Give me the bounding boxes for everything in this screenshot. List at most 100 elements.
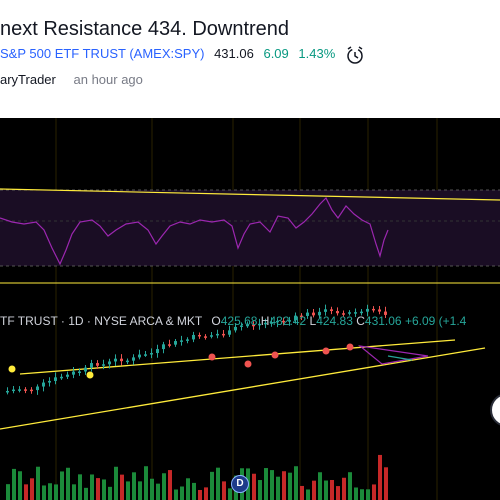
idea-title: next Resistance 434. Downtrend bbox=[0, 18, 290, 40]
candle-body bbox=[318, 311, 321, 316]
candle-body bbox=[282, 320, 285, 323]
volume-bar bbox=[324, 480, 328, 500]
candle-body bbox=[384, 311, 387, 315]
candle-body bbox=[342, 313, 345, 315]
volume-bar bbox=[204, 487, 208, 500]
candle-body bbox=[60, 376, 63, 379]
candle-body bbox=[270, 322, 273, 324]
event-marker bbox=[208, 353, 216, 361]
author-name[interactable]: aryTrader bbox=[0, 72, 56, 87]
legend-low-value: 424.83 bbox=[316, 314, 353, 328]
event-marker bbox=[86, 371, 94, 379]
volume-bar bbox=[366, 489, 370, 500]
candle-body bbox=[6, 390, 9, 393]
event-marker bbox=[8, 365, 16, 373]
volume-bar bbox=[60, 471, 64, 500]
candle-body bbox=[72, 371, 75, 375]
candle-body bbox=[108, 361, 111, 365]
alarm-clock-icon[interactable] bbox=[344, 44, 366, 66]
chart-area[interactable]: D bbox=[0, 118, 500, 500]
candle-body bbox=[276, 320, 279, 323]
event-marker bbox=[271, 351, 279, 359]
volume-bar bbox=[282, 471, 286, 500]
volume-bar bbox=[294, 466, 298, 500]
volume-bar bbox=[12, 468, 16, 500]
pattern-drawing bbox=[357, 345, 429, 365]
legend-low-label: L bbox=[309, 314, 317, 328]
volume-bar bbox=[24, 484, 28, 500]
volume-bar bbox=[372, 484, 376, 500]
volume-bar bbox=[360, 489, 364, 500]
candle-body bbox=[78, 371, 81, 373]
candle-body bbox=[330, 309, 333, 312]
price-candles bbox=[6, 304, 387, 395]
volume-bar bbox=[132, 472, 136, 500]
candle-body bbox=[306, 312, 309, 316]
price-trendlines bbox=[0, 339, 486, 430]
event-marker bbox=[244, 360, 252, 368]
volume-bar bbox=[84, 487, 88, 500]
candle-body bbox=[216, 333, 219, 336]
candle-body bbox=[42, 382, 45, 387]
candle-body bbox=[12, 389, 15, 392]
legend-change-value: +6.09 bbox=[404, 314, 436, 328]
chart-legend: TF TRUST · 1D · NYSE ARCA & MKT O425.68 … bbox=[0, 314, 466, 328]
legend-close-value: 431.06 bbox=[364, 314, 402, 328]
candle-body bbox=[300, 315, 303, 318]
candle-body bbox=[240, 325, 243, 327]
publish-time: an hour ago bbox=[73, 72, 143, 87]
volume-bar bbox=[180, 486, 184, 500]
candle-body bbox=[204, 336, 207, 338]
volume-bar bbox=[48, 483, 52, 500]
volume-bar bbox=[336, 486, 340, 500]
candle-body bbox=[18, 389, 21, 391]
candle-body bbox=[168, 344, 171, 346]
candle-body bbox=[150, 353, 153, 355]
candle-body bbox=[84, 367, 87, 372]
volume-bar bbox=[306, 489, 310, 500]
candle-body bbox=[36, 386, 39, 391]
volume-bar bbox=[96, 478, 100, 500]
dividend-badge[interactable]: D bbox=[231, 475, 249, 493]
candle-body bbox=[258, 323, 261, 326]
candle-body bbox=[252, 324, 255, 327]
candle-body bbox=[294, 315, 297, 321]
candle-body bbox=[90, 363, 93, 368]
volume-bar bbox=[348, 472, 352, 500]
volume-bar bbox=[120, 474, 124, 500]
candle-body bbox=[96, 363, 99, 366]
volume-bar bbox=[108, 486, 112, 500]
volume-bar bbox=[42, 485, 46, 500]
candle-body bbox=[132, 357, 135, 361]
volume-bar bbox=[186, 478, 190, 500]
candle-body bbox=[264, 322, 267, 325]
volume-bar bbox=[228, 488, 232, 500]
volume-bar bbox=[276, 476, 280, 500]
candle-body bbox=[372, 308, 375, 311]
candle-body bbox=[120, 358, 123, 362]
legend-open-label: O bbox=[211, 314, 221, 328]
candle-body bbox=[354, 312, 357, 314]
candle-body bbox=[366, 308, 369, 312]
chart-canvas[interactable] bbox=[0, 118, 500, 500]
legend-close-label: C bbox=[356, 314, 365, 328]
candle-body bbox=[54, 377, 57, 381]
volume-bar bbox=[18, 471, 22, 500]
volume-bar bbox=[126, 481, 130, 500]
volume-bar bbox=[216, 467, 220, 500]
volume-bar bbox=[378, 454, 382, 500]
volume-bar bbox=[270, 470, 274, 500]
volume-bar bbox=[192, 482, 196, 500]
candle-body bbox=[144, 354, 147, 356]
legend-open-value: 425.68 bbox=[220, 314, 258, 328]
volume-bar bbox=[114, 466, 118, 500]
candle-body bbox=[114, 358, 117, 362]
rsi-line bbox=[0, 196, 389, 266]
candle-body bbox=[186, 339, 189, 341]
candle-body bbox=[24, 389, 27, 391]
event-marker bbox=[346, 343, 354, 351]
symbol-link[interactable]: S&P 500 ETF TRUST (AMEX:SPY) bbox=[0, 46, 205, 61]
volume-bar bbox=[210, 471, 214, 500]
candle-body bbox=[246, 324, 249, 327]
volume-bar bbox=[102, 479, 106, 500]
